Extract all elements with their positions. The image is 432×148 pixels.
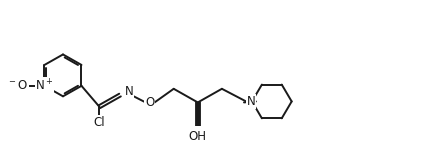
Text: N: N	[247, 95, 255, 108]
Text: N$^+$: N$^+$	[35, 78, 54, 94]
Text: O: O	[145, 96, 154, 109]
Text: N: N	[124, 85, 133, 98]
Text: $^-$O: $^-$O	[7, 79, 28, 92]
Text: Cl: Cl	[94, 116, 105, 129]
Text: OH: OH	[189, 131, 207, 143]
Text: N: N	[247, 95, 255, 108]
